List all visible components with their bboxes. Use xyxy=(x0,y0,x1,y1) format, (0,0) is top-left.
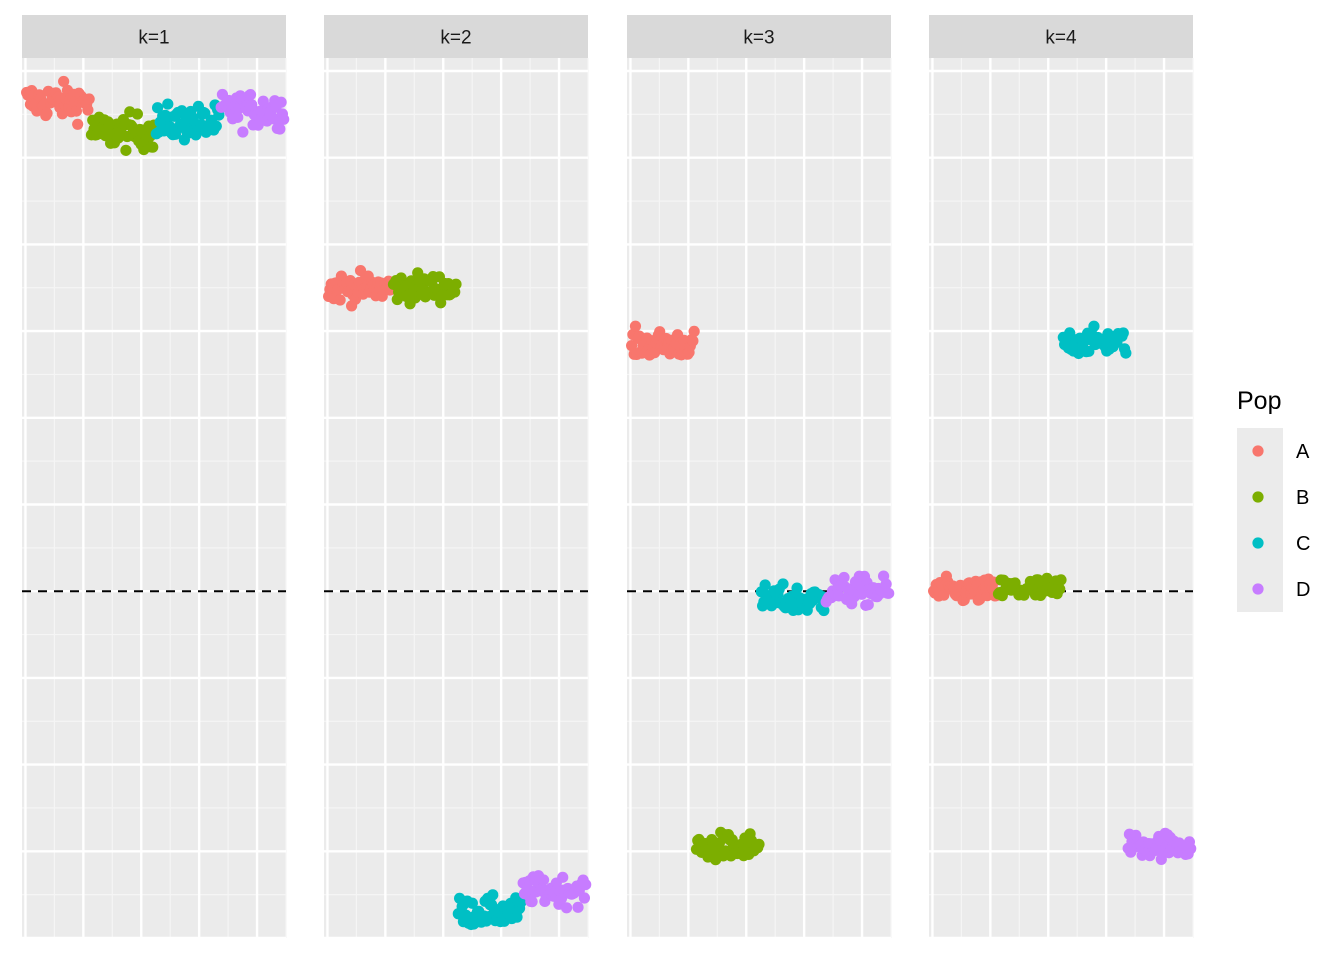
data-point-D xyxy=(537,874,550,886)
data-point-C xyxy=(151,102,164,114)
data-point-B xyxy=(120,144,132,156)
data-point-D xyxy=(578,892,591,904)
data-point-A xyxy=(629,320,642,332)
data-point-A xyxy=(82,104,94,116)
facet-panels: k=1 k=2 k=3 k=4 xyxy=(21,15,1197,940)
facet-panel-4: k=4 xyxy=(928,15,1197,940)
legend-key-C xyxy=(1252,537,1264,549)
legend-key-A xyxy=(1252,445,1264,457)
data-point-D xyxy=(526,896,538,908)
data-point-B xyxy=(1055,574,1067,586)
legend-label-A: A xyxy=(1296,441,1310,463)
data-point-B xyxy=(131,108,144,120)
data-point-D xyxy=(1185,843,1197,855)
data-point-B xyxy=(713,837,726,849)
data-point-D xyxy=(560,902,573,914)
data-point-D xyxy=(246,99,258,111)
facet-strip-label: k=2 xyxy=(440,28,471,49)
series-C xyxy=(755,578,830,617)
data-point-D xyxy=(244,89,257,101)
data-point-B xyxy=(147,141,159,153)
data-point-A xyxy=(58,75,70,88)
data-point-C xyxy=(1120,347,1132,359)
data-point-B xyxy=(450,278,462,290)
legend-title: Pop xyxy=(1237,387,1281,415)
series-A xyxy=(928,570,1002,607)
data-point-D xyxy=(862,599,874,611)
legend-key-B xyxy=(1252,491,1264,503)
panel-background xyxy=(929,58,1193,938)
data-point-D xyxy=(557,871,569,883)
series-D xyxy=(215,88,290,138)
data-point-C xyxy=(466,897,478,909)
facet-strip xyxy=(929,15,1193,58)
facet-strip-label: k=3 xyxy=(743,28,774,49)
data-point-C xyxy=(515,896,527,908)
facet-panel-3: k=3 xyxy=(626,15,895,940)
data-point-D xyxy=(856,588,868,600)
facet-strip xyxy=(324,15,588,58)
series-B xyxy=(85,106,160,156)
data-point-A xyxy=(83,93,95,105)
data-point-C xyxy=(759,579,771,591)
panel-background xyxy=(22,58,286,938)
data-point-B xyxy=(1054,583,1066,595)
facet-strip-label: k=1 xyxy=(138,28,169,49)
data-point-C xyxy=(1088,320,1100,332)
data-point-D xyxy=(232,111,244,123)
facet-strip-label: k=4 xyxy=(1045,28,1077,49)
data-point-A xyxy=(626,340,638,352)
data-point-A xyxy=(41,107,53,119)
series-D xyxy=(1122,827,1197,865)
legend-key-D xyxy=(1252,583,1264,595)
data-point-A xyxy=(687,335,699,347)
data-point-D xyxy=(883,587,895,599)
data-point-B xyxy=(753,838,765,850)
data-point-C xyxy=(777,578,789,590)
data-point-C xyxy=(487,889,499,901)
series-C xyxy=(452,889,527,931)
data-point-C xyxy=(1117,327,1129,339)
data-point-D xyxy=(580,878,592,891)
series-B xyxy=(387,267,462,310)
legend-label-C: C xyxy=(1296,533,1310,555)
data-point-A xyxy=(70,105,82,117)
panel-background xyxy=(324,58,588,938)
data-point-D xyxy=(572,901,584,913)
facet-panel-1: k=1 xyxy=(21,15,290,940)
series-B xyxy=(992,572,1067,602)
data-point-D xyxy=(274,123,286,135)
data-point-D xyxy=(275,96,287,108)
series-B xyxy=(690,826,765,866)
facet-strip xyxy=(22,15,286,58)
series-C xyxy=(1057,320,1132,360)
data-point-D xyxy=(1130,829,1142,841)
data-point-C xyxy=(162,98,174,110)
legend-label-B: B xyxy=(1296,487,1309,509)
data-point-D xyxy=(880,578,892,590)
facet-strip xyxy=(627,15,891,58)
legend-label-D: D xyxy=(1296,579,1310,601)
data-point-D xyxy=(237,126,249,138)
series-A xyxy=(626,320,700,361)
data-point-C xyxy=(791,582,803,594)
data-point-A xyxy=(72,118,84,130)
data-point-C xyxy=(818,604,830,617)
series-A xyxy=(21,75,95,130)
data-point-D xyxy=(278,113,290,125)
data-point-C xyxy=(176,105,188,117)
data-point-C xyxy=(210,120,222,132)
panel-background xyxy=(627,58,891,938)
legend: Pop A B C D xyxy=(1237,387,1310,612)
data-point-D xyxy=(838,571,850,584)
series-D xyxy=(820,570,895,611)
series-C xyxy=(150,98,225,146)
series-D xyxy=(517,870,592,914)
facet-panel-2: k=2 xyxy=(323,15,592,940)
data-point-A xyxy=(688,325,700,338)
data-point-A xyxy=(334,294,346,306)
legend-key-background xyxy=(1237,428,1283,612)
